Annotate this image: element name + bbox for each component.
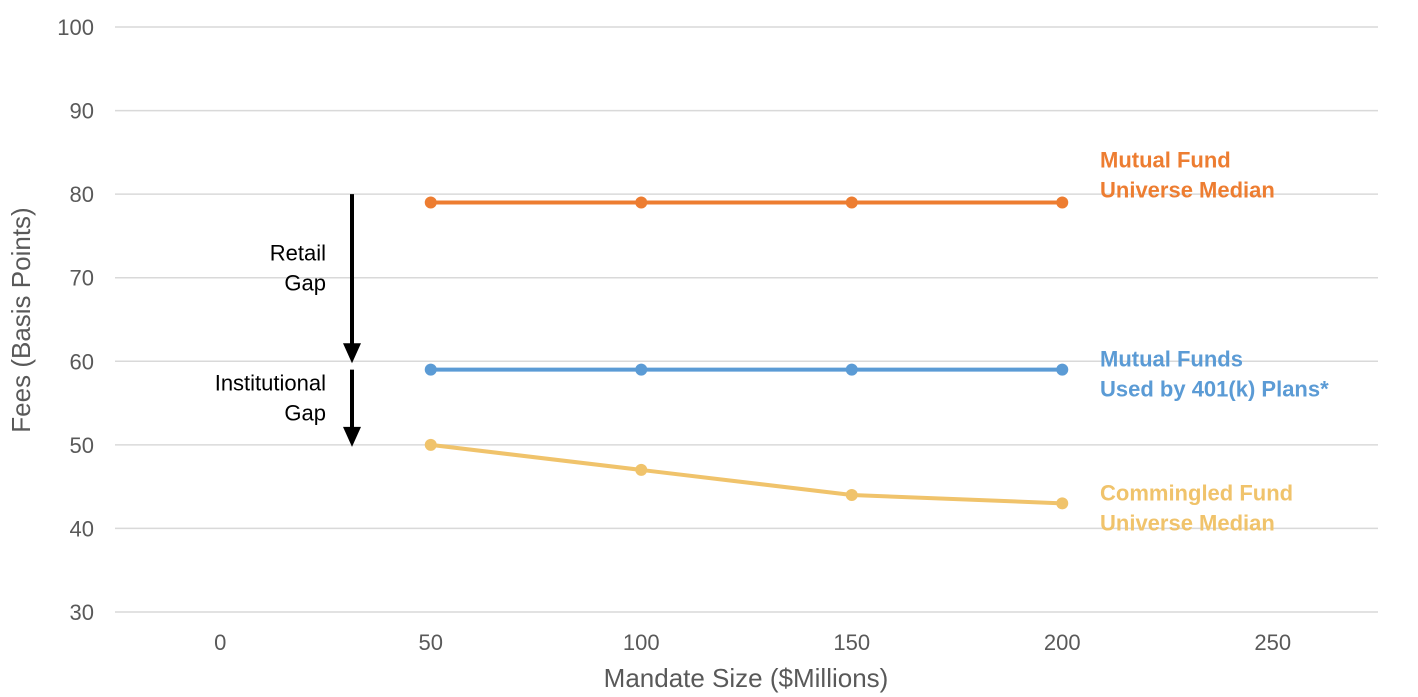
y-tick-label-60: 60 [70, 349, 94, 374]
commingled-fund-universe-median-point-200 [1056, 497, 1068, 509]
mutual-fund-universe-median-label-line-1: Mutual Fund [1100, 148, 1231, 173]
retail-gap-arrow-head [343, 343, 361, 363]
x-axis-ticks: 0 50 100 150 200 250 [214, 630, 1291, 655]
y-tick-label-100: 100 [57, 15, 94, 40]
gap-annotations: Retail Gap Institutional Gap [215, 194, 361, 447]
institutional-gap-label-line-1: Institutional [215, 370, 326, 395]
x-tick-label-50: 50 [419, 630, 443, 655]
series [425, 197, 1069, 510]
y-axis-title: Fees (Basis Points) [6, 207, 36, 432]
y-tick-label-80: 80 [70, 182, 94, 207]
x-tick-label-200: 200 [1044, 630, 1081, 655]
mutual-fund-universe-median-label-line-2: Universe Median [1100, 178, 1275, 203]
mutual-funds-used-by-401-k-plans-label-line-1: Mutual Funds [1100, 347, 1243, 372]
series-labels: Mutual Fund Universe Median Mutual Funds Us… [1100, 148, 1329, 536]
y-tick-label-70: 70 [70, 266, 94, 291]
mutual-funds-used-by-401-k-plans-point-200 [1056, 364, 1068, 376]
mutual-fund-universe-median-point-100 [635, 197, 647, 209]
mutual-funds-used-by-401-k-plans-point-150 [846, 364, 858, 376]
commingled-fund-universe-median-point-150 [846, 489, 858, 501]
institutional-gap-arrow-head [343, 427, 361, 447]
x-tick-label-150: 150 [833, 630, 870, 655]
mutual-funds-used-by-401-k-plans-point-100 [635, 364, 647, 376]
mutual-fund-universe-median-point-200 [1056, 197, 1068, 209]
chart: 30 40 50 60 70 80 90 100 0 50 100 150 200 250 Retail… [0, 0, 1418, 697]
mutual-funds-used-by-401-k-plans-point-50 [425, 364, 437, 376]
x-tick-label-250: 250 [1254, 630, 1291, 655]
commingled-fund-universe-median-label-line-2: Universe Median [1100, 510, 1275, 535]
x-axis-title: Mandate Size ($Millions) [604, 663, 889, 693]
y-tick-label-90: 90 [70, 99, 94, 124]
institutional-gap-label-line-2: Gap [284, 400, 326, 425]
mutual-fund-universe-median-point-150 [846, 197, 858, 209]
y-tick-label-40: 40 [70, 516, 94, 541]
fee-line-chart: 30 40 50 60 70 80 90 100 0 50 100 150 200 250 Retail… [0, 0, 1418, 697]
x-tick-label-0: 0 [214, 630, 226, 655]
commingled-fund-universe-median-line [431, 445, 1063, 504]
commingled-fund-universe-median-point-100 [635, 464, 647, 476]
mutual-fund-universe-median-point-50 [425, 197, 437, 209]
retail-gap-label-line-1: Retail [270, 241, 326, 266]
y-axis-ticks: 30 40 50 60 70 80 90 100 [57, 15, 94, 625]
x-tick-label-100: 100 [623, 630, 660, 655]
commingled-fund-universe-median-label-line-1: Commingled Fund [1100, 480, 1293, 505]
commingled-fund-universe-median-point-50 [425, 439, 437, 451]
mutual-funds-used-by-401-k-plans-label-line-2: Used by 401(k) Plans* [1100, 377, 1329, 402]
retail-gap-label-line-2: Gap [284, 271, 326, 296]
y-tick-label-30: 30 [70, 600, 94, 625]
y-tick-label-50: 50 [70, 433, 94, 458]
